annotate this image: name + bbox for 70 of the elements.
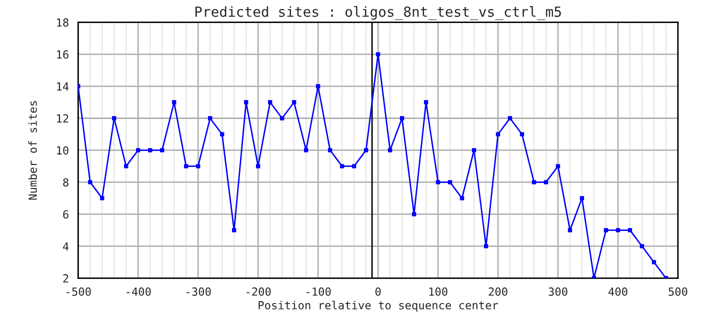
y-axis-title: Number of sites <box>28 101 37 200</box>
x-tick-label: 200 <box>488 287 508 296</box>
point <box>304 148 308 152</box>
point <box>568 228 572 232</box>
y-tick-label: 8 <box>63 178 68 187</box>
point <box>100 196 104 200</box>
point <box>604 228 608 232</box>
point <box>484 244 488 248</box>
x-tick-label: -400 <box>126 287 151 296</box>
point <box>352 164 356 168</box>
point <box>436 180 440 184</box>
point <box>340 164 344 168</box>
x-tick-label: 500 <box>668 287 688 296</box>
point <box>220 132 224 136</box>
point <box>172 100 176 104</box>
point <box>316 84 320 88</box>
point <box>136 148 140 152</box>
point <box>124 164 128 168</box>
point <box>412 212 416 216</box>
y-tick-label: 10 <box>57 146 68 155</box>
point <box>88 180 92 184</box>
chart-title: Predicted sites : oligos_8nt_test_vs_ctrl_m5 <box>195 6 561 20</box>
point <box>520 132 524 136</box>
x-tick-label: 0 <box>375 287 381 296</box>
x-axis-title: Position relative to sequence center <box>258 300 498 312</box>
point <box>400 116 404 120</box>
point <box>628 228 632 232</box>
point <box>364 148 368 152</box>
point <box>616 228 620 232</box>
point <box>496 132 500 136</box>
point <box>460 196 464 200</box>
point <box>292 100 296 104</box>
point <box>532 180 536 184</box>
x-tick-label: 100 <box>429 287 448 296</box>
y-tick-label: 16 <box>57 50 68 59</box>
x-tick-label: -100 <box>306 287 331 296</box>
point <box>208 116 212 120</box>
y-tick-label: 6 <box>63 210 68 219</box>
y-tick-label: 12 <box>57 114 68 122</box>
point <box>652 260 656 264</box>
point <box>280 116 284 120</box>
point <box>472 148 476 152</box>
x-tick-label: -300 <box>186 287 211 296</box>
x-tick-label: -200 <box>246 287 271 296</box>
point <box>256 164 260 168</box>
point <box>244 100 248 104</box>
x-tick-label: 400 <box>608 287 628 296</box>
point <box>580 196 584 200</box>
point <box>388 148 392 152</box>
point <box>148 148 152 152</box>
point <box>448 180 452 184</box>
point <box>508 116 512 120</box>
point <box>328 148 332 152</box>
point <box>556 164 560 168</box>
point <box>160 148 164 152</box>
point <box>232 228 236 232</box>
point <box>184 164 188 168</box>
x-tick-label: -500 <box>66 287 91 296</box>
y-tick-label: 14 <box>57 82 69 91</box>
point <box>376 52 380 56</box>
point <box>268 100 272 104</box>
y-tick-label: 4 <box>62 242 69 250</box>
point <box>112 116 116 120</box>
point <box>640 244 644 248</box>
point <box>196 164 200 168</box>
y-tick-label: 2 <box>63 274 68 282</box>
x-tick-label: 300 <box>548 287 568 296</box>
y-tick-label: 18 <box>57 18 68 27</box>
point <box>544 180 548 184</box>
point <box>424 100 428 104</box>
